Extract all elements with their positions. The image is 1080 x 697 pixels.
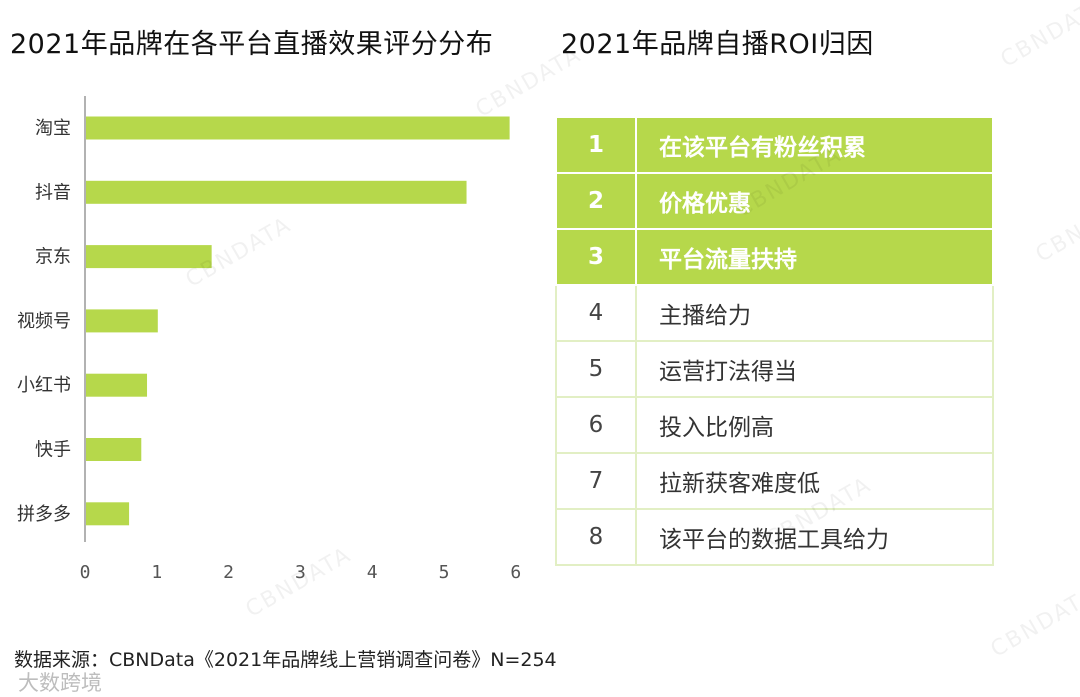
watermark: CBNDATA xyxy=(996,0,1080,73)
x-tick-label: 6 xyxy=(510,562,521,583)
x-tick-label: 2 xyxy=(223,562,234,583)
reason-cell: 平台流量扶持 xyxy=(635,228,994,286)
rank-cell: 4 xyxy=(555,284,637,342)
table-row: 3 平台流量扶持 xyxy=(555,228,994,286)
category-label: 淘宝 xyxy=(35,118,71,139)
category-label: 小红书 xyxy=(17,375,71,396)
category-label: 快手 xyxy=(35,440,71,461)
table-row: 5 运营打法得当 xyxy=(555,340,994,398)
table-row: 2 价格优惠 xyxy=(555,172,994,230)
data-source-note: 数据来源：CBNData《2021年品牌线上营销调查问卷》N=254 xyxy=(14,649,557,671)
table-row: 7 拉新获客难度低 xyxy=(555,452,994,510)
category-label: 拼多多 xyxy=(17,504,71,525)
rank-cell: 2 xyxy=(555,172,637,230)
reason-cell: 价格优惠 xyxy=(635,172,994,230)
category-label: 京东 xyxy=(35,247,71,268)
reason-cell: 运营打法得当 xyxy=(635,340,994,398)
x-tick-label: 5 xyxy=(439,562,450,583)
reason-cell: 主播给力 xyxy=(635,284,994,342)
bar-6 xyxy=(86,502,130,526)
chart-title: 2021年品牌在各平台直播效果评分分布 xyxy=(10,29,494,60)
reason-cell: 拉新获客难度低 xyxy=(635,452,994,510)
table-row: 6 投入比例高 xyxy=(555,396,994,454)
bar-1 xyxy=(86,180,467,204)
bar-4 xyxy=(86,373,148,397)
category-label: 视频号 xyxy=(17,311,71,332)
rank-cell: 8 xyxy=(555,508,637,566)
table-row: 4 主播给力 xyxy=(555,284,994,342)
reason-cell: 投入比例高 xyxy=(635,396,994,454)
table-row: 8 该平台的数据工具给力 xyxy=(555,508,994,566)
x-tick-label: 3 xyxy=(295,562,306,583)
watermark: CBNDATA xyxy=(1031,187,1080,268)
rank-cell: 1 xyxy=(555,116,637,174)
bar-3 xyxy=(86,309,158,333)
category-label: 抖音 xyxy=(35,182,71,203)
rank-cell: 5 xyxy=(555,340,637,398)
bar-5 xyxy=(86,438,142,461)
x-tick-label: 4 xyxy=(367,562,378,583)
watermark: CBNDATA xyxy=(986,582,1080,663)
bar-2 xyxy=(86,245,212,269)
x-tick-label: 1 xyxy=(151,562,162,583)
table-title: 2021年品牌自播ROI归因 xyxy=(561,29,874,60)
x-tick-label: 0 xyxy=(80,562,91,583)
roi-attribution-table: 1 在该平台有粉丝积累 2 价格优惠 3 平台流量扶持 4 主播给力 5 运营打法得当 6 投入比例高… xyxy=(555,116,994,566)
reason-cell: 该平台的数据工具给力 xyxy=(635,508,994,566)
table-row: 1 在该平台有粉丝积累 xyxy=(555,116,994,174)
rank-cell: 7 xyxy=(555,452,637,510)
wechat-watermark: 大数跨境 xyxy=(18,671,102,695)
bar-0 xyxy=(86,116,510,140)
reason-cell: 在该平台有粉丝积累 xyxy=(635,116,994,174)
rank-cell: 6 xyxy=(555,396,637,454)
rank-cell: 3 xyxy=(555,228,637,286)
